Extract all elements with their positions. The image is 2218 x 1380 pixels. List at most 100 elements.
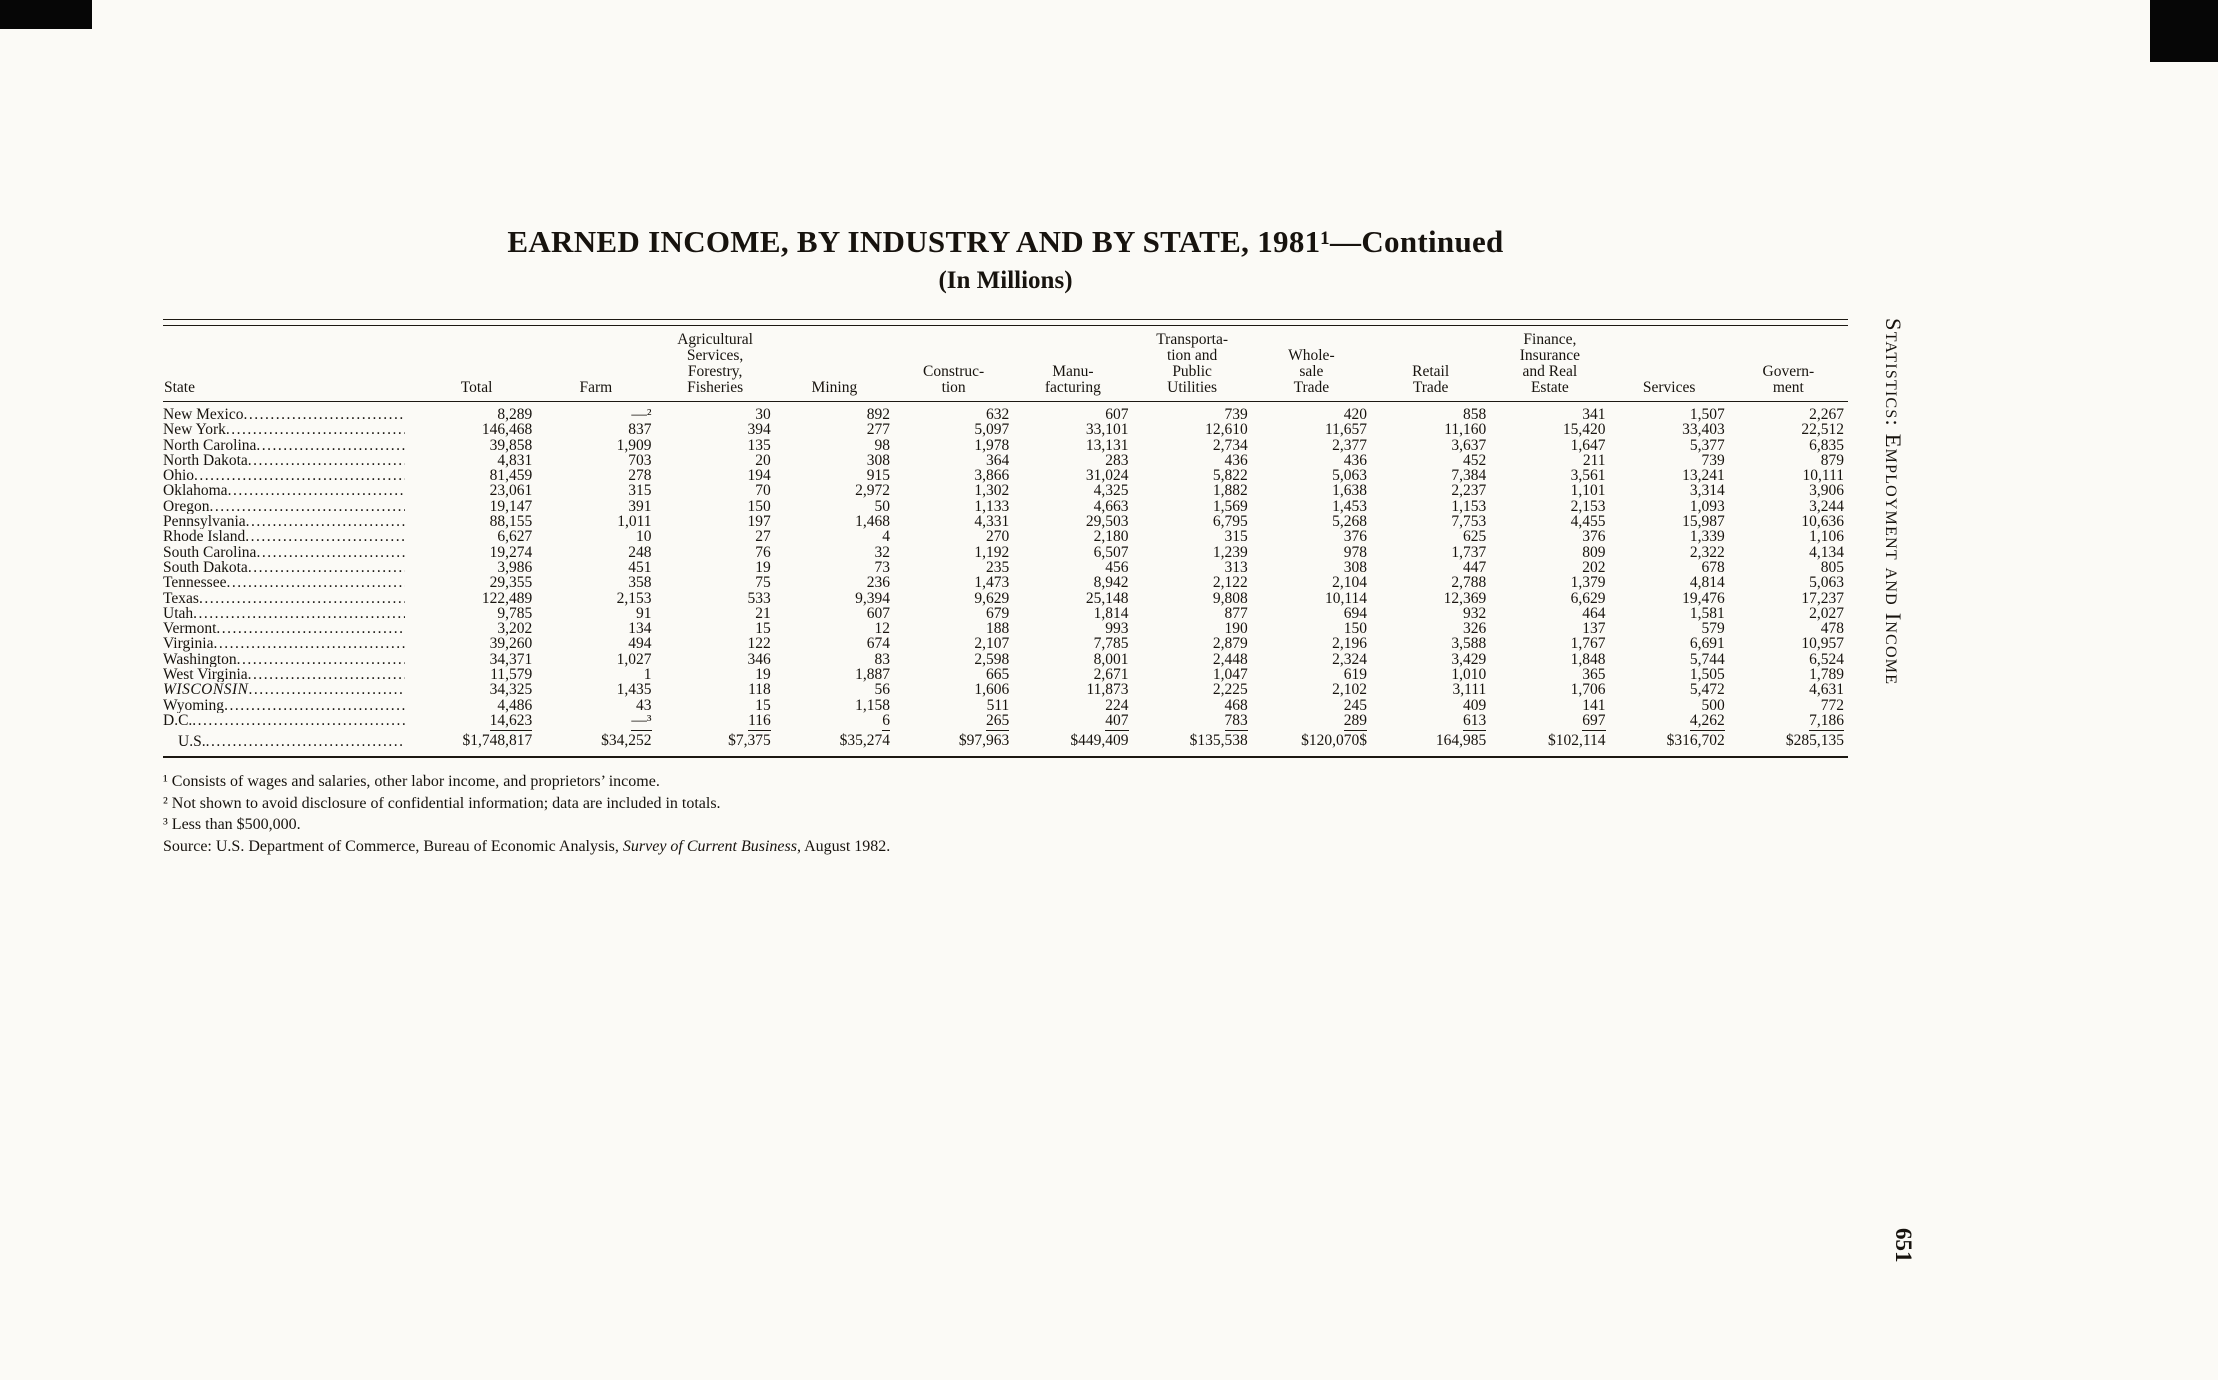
value-cell: 19,147 — [489, 497, 533, 515]
value-cell: 6,627 — [497, 528, 533, 546]
column-header: Govern- ment — [1728, 326, 1848, 402]
value-cell: 15 — [755, 620, 771, 638]
value-cell: 2,448 — [1212, 650, 1248, 668]
source-line: Source: U.S. Department of Commerce, Bur… — [163, 836, 1848, 858]
value-cell: —² — [631, 406, 652, 423]
dot-leader — [248, 453, 405, 468]
value-cell: 579 — [1701, 620, 1725, 638]
value-cell: 1,638 — [1332, 482, 1367, 500]
value-cell: 1,647 — [1570, 436, 1606, 454]
table-row: Rhode Island 6,627 10 27 4 270 2,180 315 376 625 3… — [163, 528, 1848, 546]
value-cell: 315 — [1224, 528, 1248, 546]
value-cell: 376 — [1343, 528, 1367, 546]
value-cell: 224 — [1105, 696, 1129, 714]
value-cell: 1,978 — [974, 436, 1010, 454]
column-header: Transporta- tion and Public Utilities — [1132, 326, 1252, 402]
column-header: Farm — [536, 326, 656, 402]
value-cell: 7,384 — [1451, 467, 1487, 485]
value-cell: 9,394 — [855, 589, 890, 607]
source-publication: Survey of Current Business — [622, 837, 797, 855]
value-cell: 30 — [755, 406, 771, 423]
value-cell: 8,942 — [1093, 574, 1129, 592]
dot-leader — [194, 468, 405, 483]
value-cell: 1,848 — [1570, 650, 1606, 668]
value-cell: 13,131 — [1085, 436, 1129, 454]
dot-leader — [248, 560, 405, 575]
value-cell: 23,061 — [489, 482, 533, 500]
value-cell: 5,377 — [1689, 436, 1725, 454]
value-cell: 376 — [1582, 528, 1606, 546]
value-cell: 19,274 — [489, 543, 533, 561]
value-cell: 500 — [1701, 696, 1725, 714]
value-cell: 837 — [628, 421, 652, 439]
value-cell: 2,180 — [1093, 528, 1129, 546]
value-cell: 1,706 — [1570, 681, 1606, 699]
value-cell: 118 — [748, 681, 771, 699]
value-cell: 2,734 — [1212, 436, 1248, 454]
value-cell: 33,101 — [1085, 421, 1129, 439]
total-value-cell: 164,985 — [1435, 732, 1487, 750]
dot-leader — [199, 591, 405, 606]
table-row: South Carolina 19,274 248 76 32 1,192 6,507 1,2… — [163, 543, 1848, 561]
value-cell: 12,369 — [1443, 589, 1487, 607]
dot-leader — [216, 621, 405, 636]
value-cell: 5,097 — [974, 421, 1010, 439]
value-cell: 19 — [755, 558, 771, 576]
dot-leader — [206, 734, 405, 750]
value-cell: 98 — [874, 436, 891, 454]
value-cell: 141 — [1582, 696, 1606, 714]
value-cell: 39,858 — [489, 436, 533, 454]
value-cell: 11,873 — [1086, 681, 1129, 699]
value-cell: 858 — [1463, 406, 1487, 423]
value-cell: 308 — [1343, 558, 1367, 576]
total-value-cell: $135,538 — [1189, 732, 1248, 750]
value-cell: 19,476 — [1682, 589, 1725, 607]
value-cell: 15 — [755, 696, 771, 714]
scan-artifact-top-left — [0, 0, 92, 29]
table-row: New York 146,468 837 394 277 5,097 33,101 12,61… — [163, 421, 1848, 439]
value-cell: 2,322 — [1689, 543, 1725, 561]
value-cell: 10,957 — [1801, 635, 1844, 653]
value-cell: 1,606 — [974, 681, 1010, 699]
value-cell: 436 — [1343, 451, 1367, 469]
total-value-cell: $7,375 — [728, 732, 771, 750]
value-cell: 2,324 — [1332, 650, 1367, 668]
value-cell: 4 — [882, 528, 890, 546]
value-cell: 150 — [1343, 620, 1367, 638]
value-cell: 6,691 — [1689, 635, 1725, 653]
value-cell: 11,579 — [490, 666, 533, 684]
value-cell: 7,753 — [1451, 513, 1487, 531]
value-cell: 21 — [755, 604, 771, 622]
total-value-cell: $34,252 — [601, 732, 652, 750]
column-header: Finance, Insurance and Real Estate — [1490, 326, 1610, 402]
dot-leader — [248, 667, 405, 682]
value-cell: 1,581 — [1689, 604, 1725, 622]
value-cell: 2,788 — [1451, 574, 1487, 592]
value-cell: 915 — [866, 467, 890, 485]
value-cell: 6,507 — [1093, 543, 1129, 561]
value-cell: 2,879 — [1212, 635, 1248, 653]
value-cell: 202 — [1582, 558, 1606, 576]
value-cell: 420 — [1343, 406, 1367, 423]
value-cell: 265 — [986, 711, 1010, 731]
value-cell: 2,107 — [974, 635, 1010, 653]
value-cell: 993 — [1105, 620, 1129, 638]
scan-artifact-top-right — [2150, 0, 2218, 62]
value-cell: 122,489 — [481, 589, 533, 607]
running-head-vertical: Statistics: Employment and Income — [1881, 318, 1906, 686]
value-cell: 341 — [1582, 406, 1606, 423]
value-cell: 7,785 — [1093, 635, 1129, 653]
value-cell: 14,623 — [489, 711, 533, 731]
value-cell: 27 — [755, 528, 771, 546]
value-cell: 1,133 — [974, 497, 1010, 515]
dot-leader — [226, 422, 405, 437]
value-cell: 1,767 — [1570, 635, 1606, 653]
state-label: Vermont — [163, 621, 217, 637]
value-cell: 1,010 — [1451, 666, 1487, 684]
value-cell: 5,063 — [1809, 574, 1844, 592]
total-value-cell: $1,748,817 — [462, 732, 533, 750]
value-cell: 4,814 — [1689, 574, 1725, 592]
value-cell: 3,429 — [1451, 650, 1487, 668]
value-cell: 2,972 — [855, 482, 890, 500]
